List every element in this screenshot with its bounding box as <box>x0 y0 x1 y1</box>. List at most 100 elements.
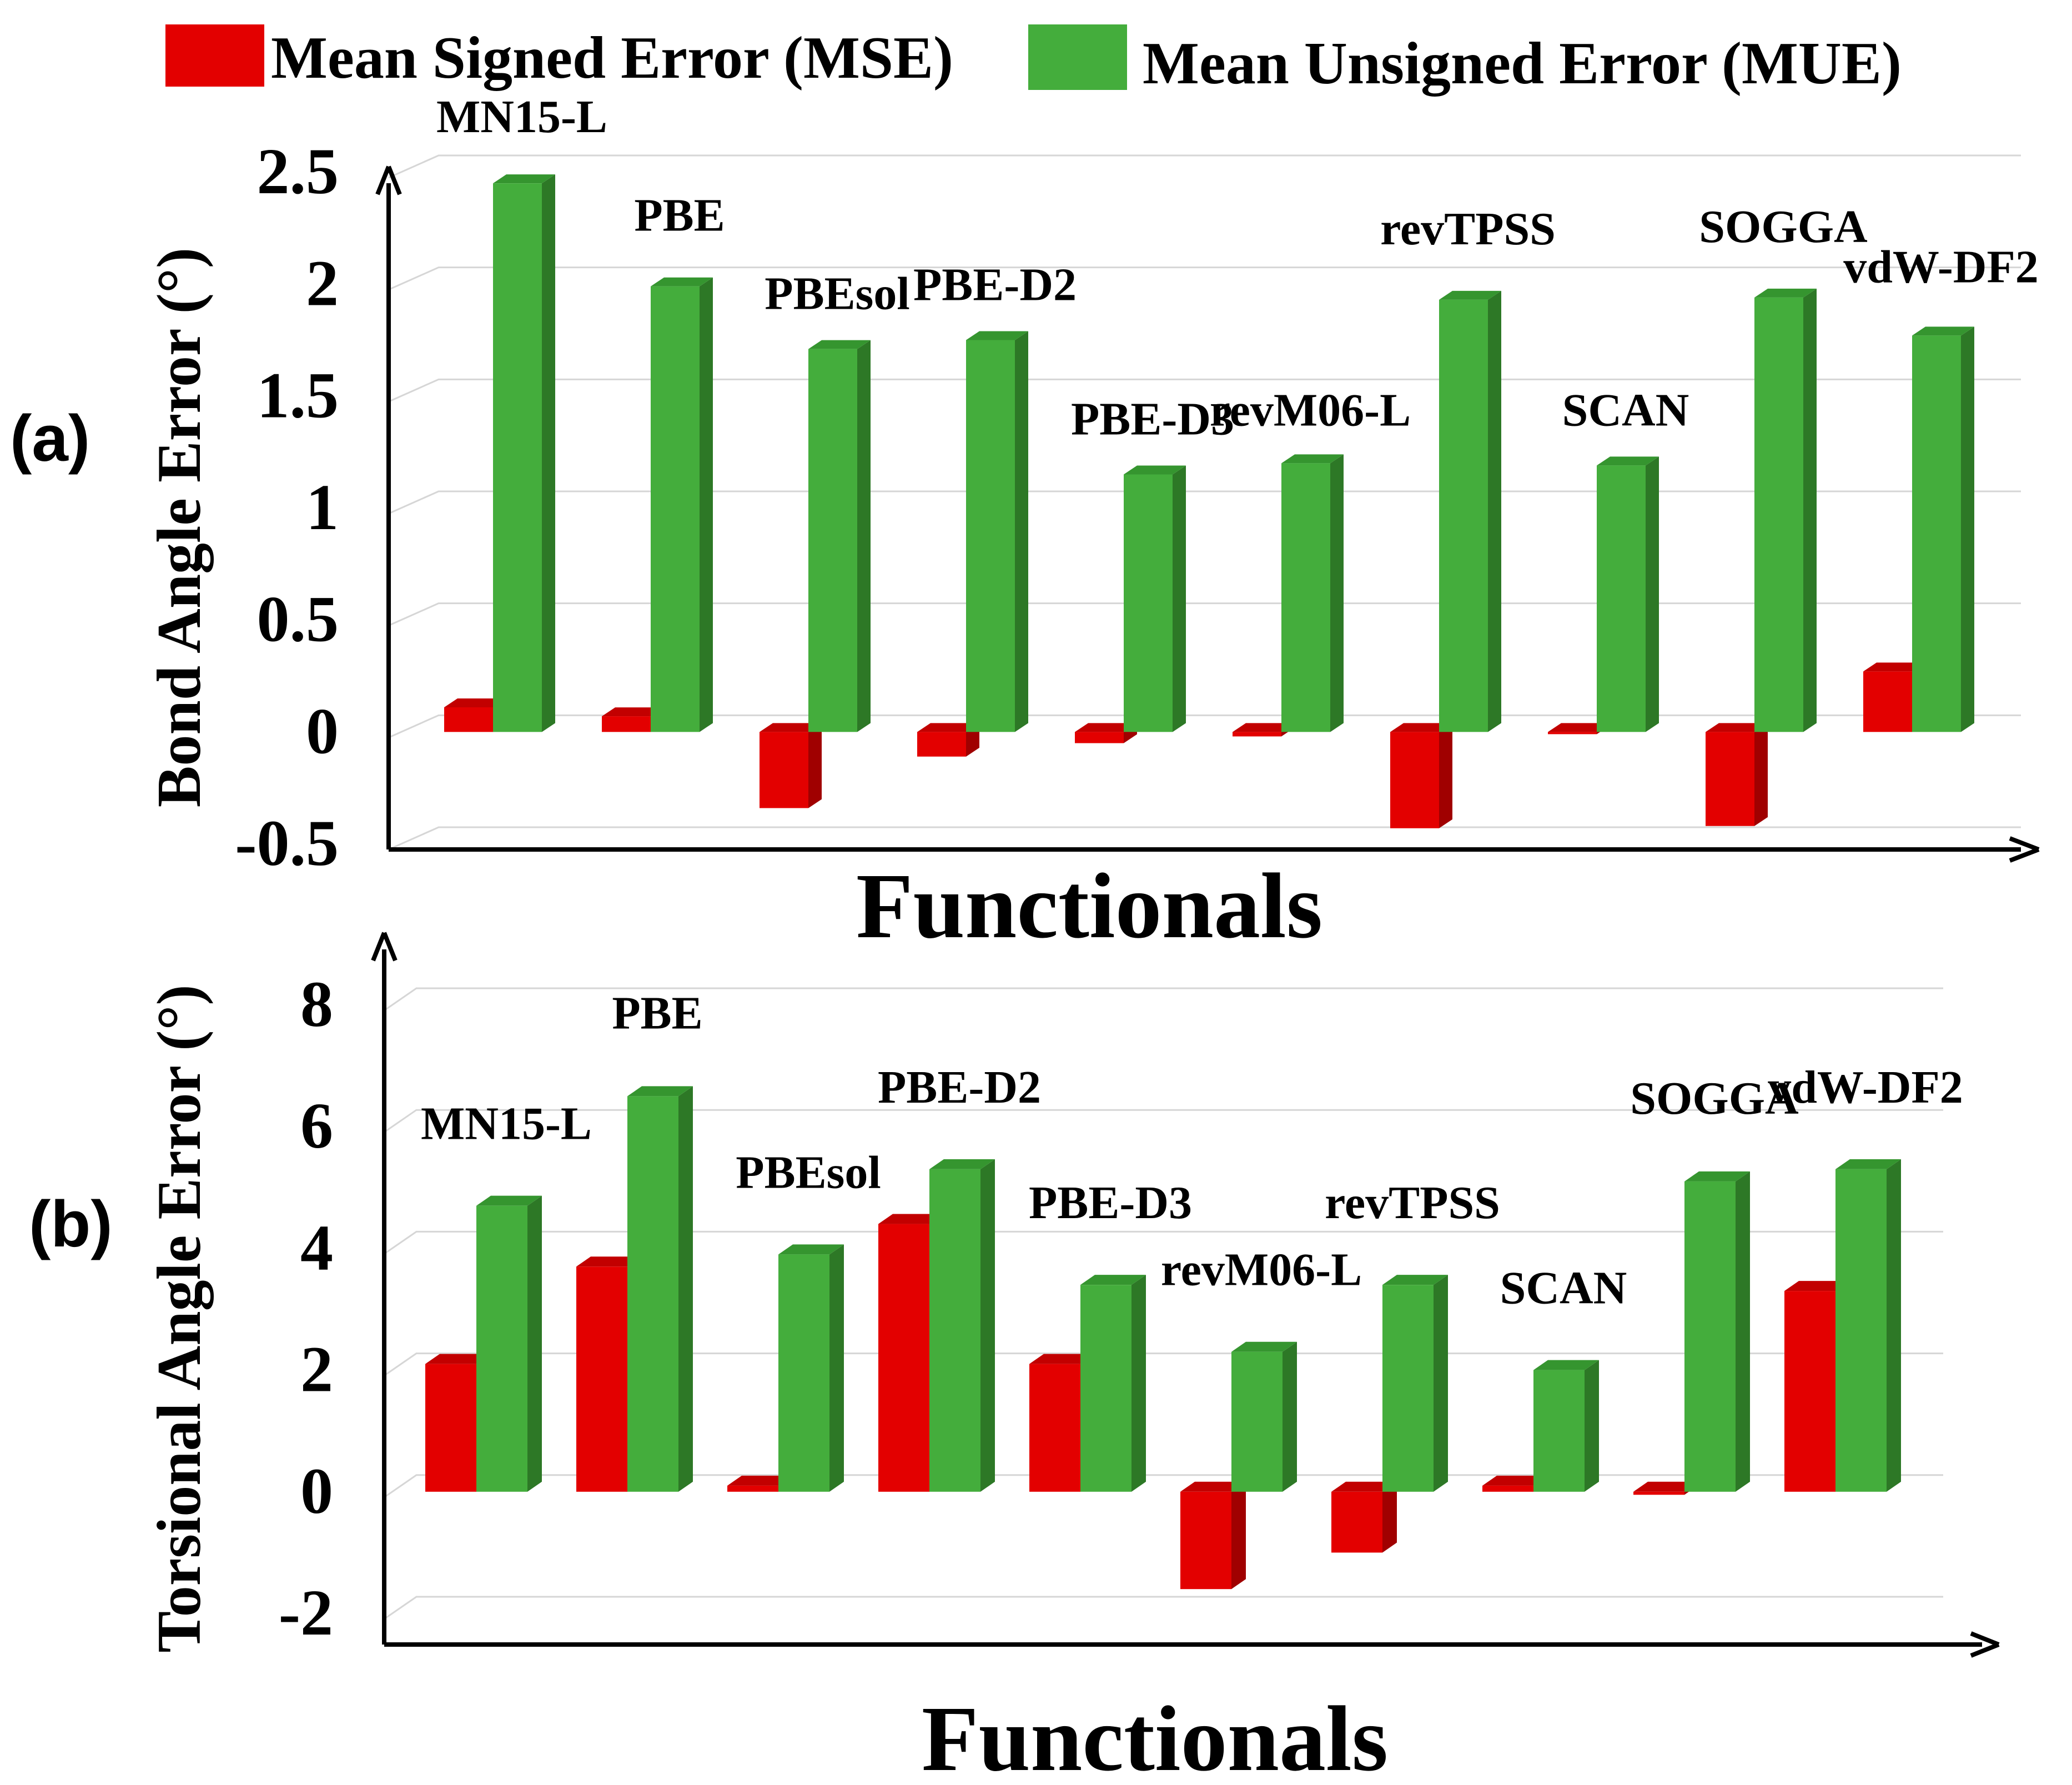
panel-b-mue-bar <box>476 1195 542 1492</box>
panel-a-y-tick-label: 0 <box>306 695 339 767</box>
panel-a-y-tick-label: 2.5 <box>257 135 339 208</box>
panel-b-mse-bar-side <box>1382 1481 1397 1553</box>
panel-a-mue-bar-front <box>493 183 542 732</box>
panel-a-gridline <box>388 267 2021 291</box>
panel-b-mse-bar-side <box>1231 1481 1246 1590</box>
panel-b-x-axis-arrow <box>1970 1631 2000 1658</box>
panel-a-y-tick-label: 2 <box>306 247 339 320</box>
panel-a-mue-bar-front <box>1124 474 1173 732</box>
panel-b-mse-bar-front <box>1633 1491 1684 1495</box>
panel-b-mue-bar-front <box>1835 1169 1887 1492</box>
panel-b-category-label: SOGGA <box>1630 1073 1799 1124</box>
panel-a-mue-bar-top <box>1754 288 1817 298</box>
panel-a-mse-bar-front <box>444 707 493 732</box>
panel-b-mue-bar-side <box>1736 1171 1750 1492</box>
panel-b-mue-bar-side <box>1283 1341 1297 1492</box>
panel-b-mue-bar <box>1835 1159 1901 1492</box>
panel-a-mse-bar-side <box>1754 723 1768 826</box>
panel-b-mue-bar-side <box>1434 1275 1448 1492</box>
panel-b-mue-bar-front <box>1533 1370 1585 1492</box>
panel-a-category-label: PBEsol <box>765 268 909 320</box>
panel-b-mue-bar-side <box>678 1086 693 1492</box>
panel-b-mue-bar <box>1231 1341 1297 1492</box>
panel-a-mue-bar <box>1912 326 1974 732</box>
panel-a-bars <box>444 174 1974 828</box>
panel-b-category-label: PBE <box>612 987 702 1039</box>
panel-a-mue-bar-front <box>1281 463 1330 732</box>
panel-b-category-label: revM06-L <box>1161 1244 1362 1296</box>
panel-b-mue-bar-front <box>778 1254 829 1492</box>
panel-b-mue-bar <box>1533 1360 1599 1492</box>
panel-a-mue-bar-top <box>1124 465 1186 475</box>
panel-a-y-ticks: 2.5 2 1.5 1 0.5 0 -0.5 <box>235 135 339 879</box>
panel-a-mse-bar-top <box>1706 723 1768 732</box>
panel-a-mue-bar-front <box>1912 335 1961 732</box>
panel-a-category-label: PBE <box>634 190 725 242</box>
panel-a-mse-bar-front <box>1233 732 1281 737</box>
panel-a-mse-bar-side <box>1439 723 1452 828</box>
panel-b-mue-bar-side <box>527 1195 542 1492</box>
panel-a-mue-bar <box>1281 454 1344 732</box>
panel-b-mse-bar-front <box>1331 1491 1382 1553</box>
panel-a-mse-bar <box>1075 723 1137 743</box>
panel-a-category-label: SCAN <box>1562 384 1689 436</box>
panel-b-gridline <box>384 1596 1943 1620</box>
panel-b-mue-bar-front <box>1684 1181 1736 1492</box>
panel-a-mue-bar-side <box>857 340 871 732</box>
panel-b-mue-bar-front <box>1231 1351 1283 1492</box>
panel-b-mue-bar-side <box>1131 1275 1146 1492</box>
panel-b-mue-bar-front <box>476 1205 527 1492</box>
panel-b-mue-bar-top <box>778 1244 844 1255</box>
panel-b-mue-bar-front <box>1080 1285 1131 1492</box>
panel-b-mse-bar-front <box>1482 1485 1533 1492</box>
panel-b: (b) MN15-L PBE PBEsol PBE-D2 PBE-D3 revM06-L r… <box>29 932 2000 1785</box>
panel-a-mue-bar-side <box>1961 326 1974 732</box>
panel-b-y-tick-label: 8 <box>300 968 333 1040</box>
panel-a-mue-bar-side <box>1015 331 1028 732</box>
panel-b-y-tick-label: -2 <box>279 1576 333 1649</box>
panel-b-y-tick-label: 4 <box>300 1211 333 1284</box>
panel-a-mse-bar-side <box>808 723 822 808</box>
panel-a-mse-bar-front <box>760 732 808 808</box>
panel-b-gridline <box>384 987 1943 1012</box>
panel-b-mue-bar-side <box>1887 1159 1901 1492</box>
panel-a-mse-bar-top <box>1390 723 1452 732</box>
panel-a-category-label: vdW-DF2 <box>1843 241 2039 293</box>
panel-b-y-axis-arrow <box>371 932 398 962</box>
panel-b-mue-bar-top <box>627 1086 693 1097</box>
panel-b-mue-bar <box>1080 1275 1146 1492</box>
panel-a-mse-bar-top <box>1863 662 1925 672</box>
panel-a-mue-bar-top <box>966 331 1028 340</box>
panel-a-mse-bar-top <box>1075 723 1137 732</box>
panel-b-mue-bar-top <box>476 1195 542 1206</box>
panel-a-mse-bar-front <box>1863 671 1912 732</box>
panel-a-mse-bar-front <box>1075 732 1124 743</box>
panel-a-mse-bar <box>760 723 822 808</box>
panel-a-mse-bar-front <box>917 732 966 757</box>
panel-a-mue-bar-side <box>700 277 713 732</box>
panel-b-mse-bar-top <box>727 1475 793 1486</box>
panel-a-label: (a) <box>10 402 90 475</box>
panel-b-mse-bar-top <box>1029 1354 1095 1364</box>
panel-b-mse-bar <box>1180 1481 1246 1590</box>
legend-swatch-mue <box>1028 24 1127 90</box>
panel-b-y-tick-label: 6 <box>300 1089 333 1162</box>
panel-a-mse-bar-top <box>1233 723 1295 732</box>
panel-b-mse-bar-top <box>878 1214 944 1224</box>
panel-b-mse-bar-front <box>425 1364 476 1492</box>
panel-b-mue-bar-side <box>980 1159 995 1492</box>
panel-b-mue-bar <box>1684 1171 1750 1492</box>
panel-b-mse-bar-top <box>1633 1481 1699 1492</box>
panel-a-y-axis-arrow <box>375 165 402 195</box>
panel-a-y-axis-title: Bond Angle Error (°) <box>145 248 214 807</box>
legend-label-mse: Mean Signed Error (MSE) <box>271 25 953 91</box>
panel-a-mue-bar-side <box>1173 465 1186 732</box>
panel-b-mse-bar-top <box>1180 1481 1246 1492</box>
panel-b-category-label: SCAN <box>1500 1263 1627 1314</box>
panel-b-mue-bar-top <box>1835 1159 1901 1169</box>
panel-a-mue-bar-front <box>651 286 700 732</box>
panel-a-mue-bar <box>1597 456 1659 732</box>
panel-a-mue-bar <box>493 174 555 732</box>
panel-a-y-tick-label: 1.5 <box>257 359 339 431</box>
